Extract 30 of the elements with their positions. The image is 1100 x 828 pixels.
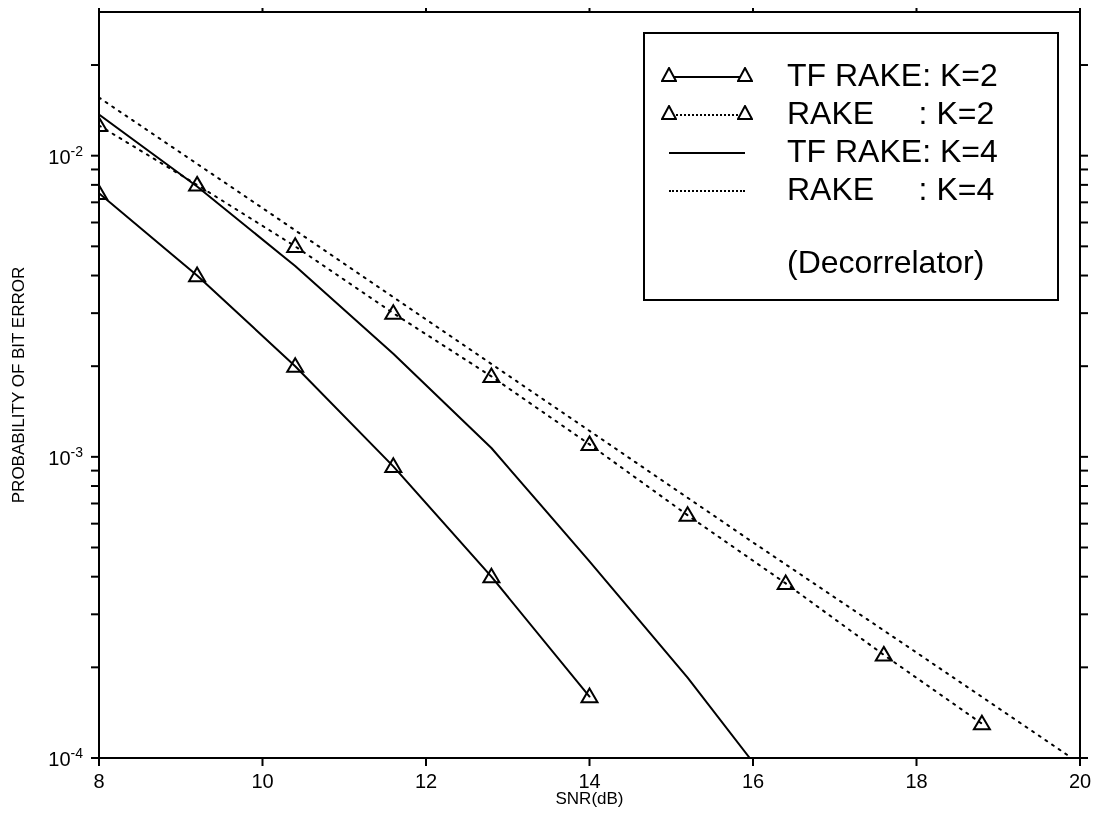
y-tick-label: 10$^{-3}$ — [48, 443, 84, 469]
point — [678, 506, 697, 522]
x-tick-label: 18 — [905, 770, 928, 792]
point — [776, 574, 795, 590]
point — [580, 687, 599, 704]
point — [482, 367, 501, 383]
x-axis-title: SNR(dB) — [555, 789, 624, 808]
y-tick-label: 10$^{-2}$ — [48, 142, 84, 168]
point — [384, 304, 403, 320]
x-tick-label: 8 — [93, 770, 105, 792]
annotation: (Decorrelator) — [787, 244, 986, 281]
point — [384, 457, 403, 473]
point — [286, 357, 305, 373]
legend-label: TF RAKE: K=2 — [787, 56, 998, 94]
legend-label: RAKE : K=4 — [787, 170, 995, 208]
x-tick-label: 20 — [1068, 770, 1092, 792]
y-tick-label: 10$^{-4}$ — [48, 745, 84, 770]
x-tick-label: 10 — [251, 770, 274, 792]
point — [286, 237, 305, 253]
point — [972, 714, 991, 731]
x-tick-label: 14 — [578, 770, 601, 792]
point — [188, 266, 207, 283]
point — [874, 645, 893, 662]
x-tick-label: 12 — [414, 770, 438, 792]
legend-label: RAKE : K=2 — [787, 94, 995, 132]
point — [482, 567, 501, 584]
y-axis-title: PROBABILITY OF BIT ERROR — [9, 266, 29, 504]
legend-label: TF RAKE: K=4 — [787, 132, 998, 170]
x-tick-label: 16 — [741, 770, 765, 792]
point — [580, 435, 599, 451]
